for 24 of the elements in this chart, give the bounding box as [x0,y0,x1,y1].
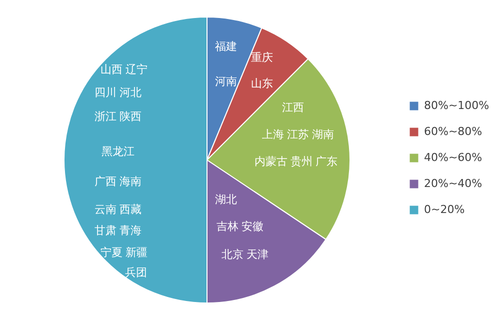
text: 宁夏 新疆 [100,246,148,259]
text: 重庆 [251,51,273,64]
text: 吉林 安徽 [216,220,264,233]
legend-label: 80%~100% [424,99,490,112]
text: 四川 河北 [94,86,142,99]
text: 山东 [251,77,273,90]
text: 内蒙古 贵州 广东 [254,155,338,168]
text: 黑龙江 [102,145,134,158]
legend-label: 0~20% [424,203,465,216]
legend-label: 60%~80% [424,125,482,138]
text: 山西 辽宁 [100,63,148,76]
legend-label: 40%~60% [424,151,482,164]
text: 湖北 [215,193,237,206]
text: 浙江 陕西 [94,110,142,123]
text: 河南 [215,75,237,88]
text: 福建 [215,40,237,53]
text: 云南 西藏 [94,203,142,216]
text: 上海 江苏 湖南 [262,128,334,141]
legend-label: 20%~40% [424,177,482,190]
text: 甘肃 青海 [94,224,142,237]
text: 兵团 [125,266,147,279]
text: 广西 海南 [94,175,142,188]
text: 北京 天津 [221,248,269,261]
text: 江西 [282,102,304,114]
